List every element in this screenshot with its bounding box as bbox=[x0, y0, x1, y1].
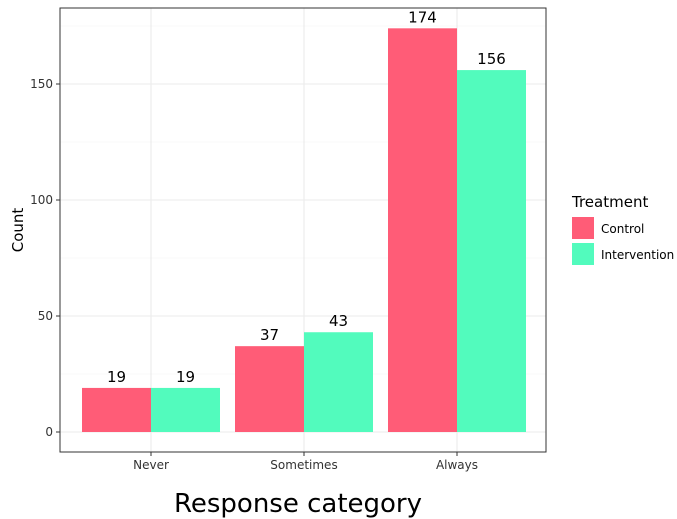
data-label-intervention-sometimes: 43 bbox=[329, 312, 348, 330]
x-tick-label: Always bbox=[436, 458, 478, 472]
bar-control-always bbox=[388, 28, 457, 432]
bar-intervention-never bbox=[151, 387, 220, 432]
y-tick-label: 0 bbox=[45, 425, 53, 439]
legend-key-intervention bbox=[572, 243, 594, 265]
legend: Treatment Control Intervention bbox=[571, 193, 674, 265]
y-tick-label: 100 bbox=[30, 193, 53, 207]
x-axis-title: Response category bbox=[174, 489, 422, 519]
data-label-control-always: 174 bbox=[408, 8, 437, 26]
legend-label-intervention: Intervention bbox=[601, 248, 674, 262]
y-tick-label: 150 bbox=[30, 77, 53, 91]
bar-control-sometimes bbox=[235, 346, 304, 432]
bar-control-never bbox=[82, 387, 151, 432]
data-labels: 19 37 174 19 43 156 bbox=[107, 8, 506, 386]
y-tick-label: 50 bbox=[38, 309, 53, 323]
bar-intervention-always bbox=[457, 70, 526, 432]
y-axis-title: Count bbox=[9, 208, 27, 253]
data-label-control-never: 19 bbox=[107, 368, 126, 386]
y-axis: 0 50 100 150 bbox=[30, 77, 60, 439]
data-label-intervention-never: 19 bbox=[176, 368, 195, 386]
x-axis: Never Sometimes Always bbox=[133, 452, 478, 472]
data-label-control-sometimes: 37 bbox=[260, 326, 279, 344]
data-label-intervention-always: 156 bbox=[477, 50, 506, 68]
legend-label-control: Control bbox=[601, 222, 644, 236]
legend-title: Treatment bbox=[571, 193, 648, 211]
bars bbox=[82, 28, 526, 432]
plot-border bbox=[59, 7, 547, 453]
bar-intervention-sometimes bbox=[304, 332, 373, 432]
x-tick-label: Never bbox=[133, 458, 169, 472]
legend-key-control bbox=[572, 217, 594, 239]
x-tick-label: Sometimes bbox=[270, 458, 337, 472]
